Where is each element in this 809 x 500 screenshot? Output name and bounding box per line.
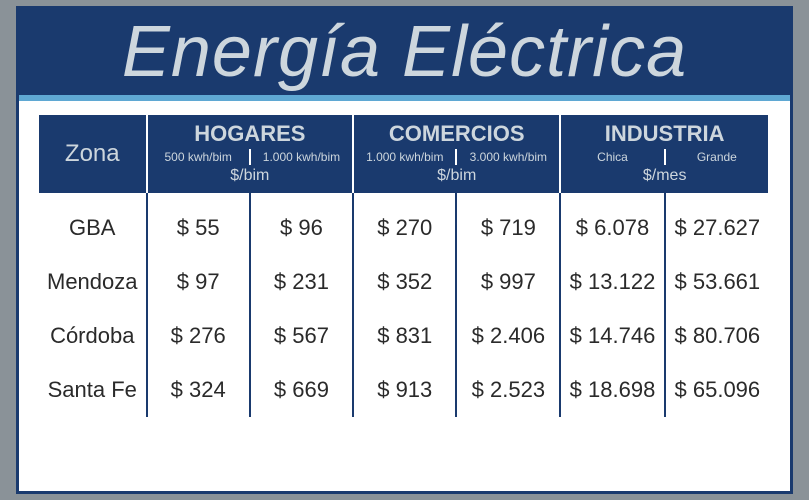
cell-zone: Mendoza [39,255,147,309]
cell-value: $ 55 [147,193,250,255]
col-group-comercios: COMERCIOS [353,115,560,149]
cell-value: $ 2.406 [456,309,560,363]
table-row: GBA $ 55 $ 96 $ 270 $ 719 $ 6.078 $ 27.6… [39,193,769,255]
cell-value: $ 231 [250,255,353,309]
cell-value: $ 14.746 [560,309,664,363]
table-row: Mendoza $ 97 $ 231 $ 352 $ 997 $ 13.122 … [39,255,769,309]
cell-value: $ 324 [147,363,250,417]
page-title: Energía Eléctrica [122,11,687,93]
cell-zone: GBA [39,193,147,255]
cell-value: $ 80.706 [665,309,769,363]
unit-comercios: $/bim [353,165,560,193]
col-group-hogares: HOGARES [147,115,354,149]
sub-comercios-1: 1.000 kwh/bim [353,149,456,165]
col-group-industria: INDUSTRIA [560,115,769,149]
pricing-table: Zona HOGARES COMERCIOS INDUSTRIA 500 kwh… [39,115,770,417]
table-body: GBA $ 55 $ 96 $ 270 $ 719 $ 6.078 $ 27.6… [39,193,769,417]
table-container: Zona HOGARES COMERCIOS INDUSTRIA 500 kwh… [19,115,790,417]
cell-value: $ 276 [147,309,250,363]
table-row: Santa Fe $ 324 $ 669 $ 913 $ 2.523 $ 18.… [39,363,769,417]
cell-zone: Córdoba [39,309,147,363]
cell-value: $ 13.122 [560,255,664,309]
cell-value: $ 831 [353,309,456,363]
sub-comercios-2: 3.000 kwh/bim [456,149,560,165]
cell-value: $ 352 [353,255,456,309]
sub-hogares-2: 1.000 kwh/bim [250,149,353,165]
cell-value: $ 65.096 [665,363,769,417]
sub-hogares-1: 500 kwh/bim [147,149,250,165]
cell-value: $ 27.627 [665,193,769,255]
cell-zone: Santa Fe [39,363,147,417]
sub-industria-2: Grande [665,149,769,165]
cell-value: $ 669 [250,363,353,417]
cell-value: $ 97 [147,255,250,309]
unit-hogares: $/bim [147,165,354,193]
cell-value: $ 719 [456,193,560,255]
cell-value: $ 270 [353,193,456,255]
cell-value: $ 96 [250,193,353,255]
spacer [19,101,790,115]
cell-value: $ 997 [456,255,560,309]
table-frame: Energía Eléctrica Zona HOGARES COMERCIOS… [16,6,793,494]
title-bar: Energía Eléctrica [19,9,790,101]
cell-value: $ 53.661 [665,255,769,309]
unit-industria: $/mes [560,165,769,193]
col-header-zona: Zona [39,115,147,193]
table-row: Córdoba $ 276 $ 567 $ 831 $ 2.406 $ 14.7… [39,309,769,363]
table-header: Zona HOGARES COMERCIOS INDUSTRIA 500 kwh… [39,115,769,193]
cell-value: $ 913 [353,363,456,417]
sub-industria-1: Chica [560,149,664,165]
cell-value: $ 2.523 [456,363,560,417]
cell-value: $ 567 [250,309,353,363]
cell-value: $ 6.078 [560,193,664,255]
cell-value: $ 18.698 [560,363,664,417]
